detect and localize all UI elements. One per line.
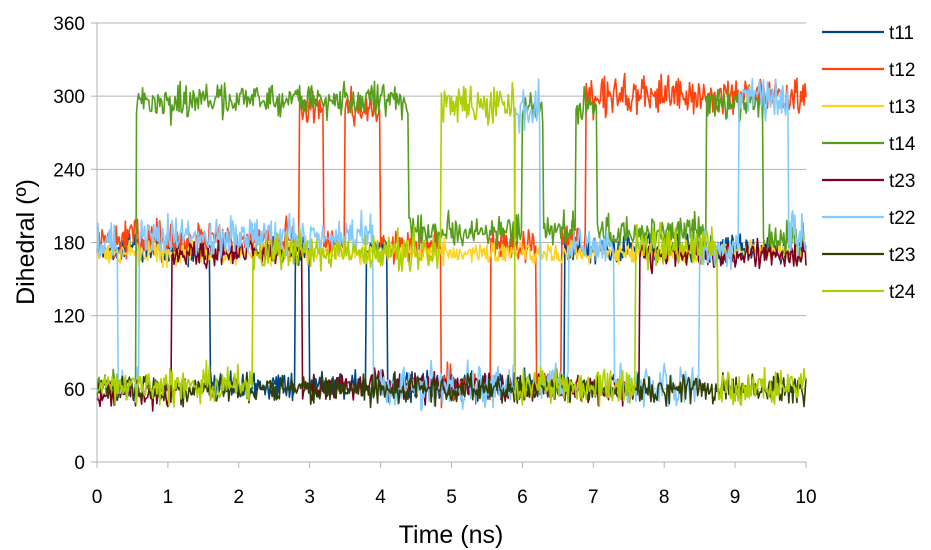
legend-label: t12 — [889, 60, 915, 81]
x-tick-label: 5 — [446, 487, 457, 508]
y-tick-label: 360 — [53, 14, 85, 35]
legend-label: t13 — [889, 97, 915, 118]
y-axis-title: Dihedral (º) — [12, 179, 40, 305]
x-tick-label: 7 — [588, 487, 599, 508]
x-tick-label: 4 — [375, 487, 386, 508]
x-tick-label: 9 — [730, 487, 741, 508]
legend-label: t14 — [889, 134, 916, 155]
x-tick-label: 1 — [163, 487, 174, 508]
legend: t11 t12 t13 t14 t23 t22 t23 t24 — [822, 23, 916, 303]
series-line-t14 — [96, 80, 807, 402]
y-tick-label: 300 — [53, 87, 85, 108]
x-axis-title: Time (ns) — [399, 521, 504, 549]
legend-label: t11 — [889, 23, 914, 44]
y-tick-label: 0 — [74, 453, 85, 474]
legend-label: t23 — [889, 171, 915, 192]
series-line-t24 — [96, 81, 807, 408]
x-tick-label: 8 — [659, 487, 670, 508]
y-tick-labels: 0 60 120 180 240 300 360 — [53, 14, 97, 474]
legend-label: t23 — [889, 245, 915, 266]
y-tick-label: 120 — [53, 307, 85, 328]
x-tick-labels: 0 1 2 3 4 5 6 7 8 9 10 — [92, 462, 817, 508]
x-tick-label: 0 — [92, 487, 103, 508]
y-tick-label: 180 — [53, 234, 85, 255]
y-tick-label: 240 — [53, 160, 85, 181]
x-tick-label: 10 — [795, 487, 816, 508]
x-tick-label: 2 — [234, 487, 245, 508]
series-lines — [96, 72, 807, 412]
x-tick-label: 6 — [517, 487, 528, 508]
x-tick-label: 3 — [304, 487, 315, 508]
y-tick-label: 60 — [64, 380, 85, 401]
legend-label: t22 — [889, 208, 915, 229]
legend-label: t24 — [889, 282, 916, 303]
series-line-t23 — [96, 235, 807, 412]
